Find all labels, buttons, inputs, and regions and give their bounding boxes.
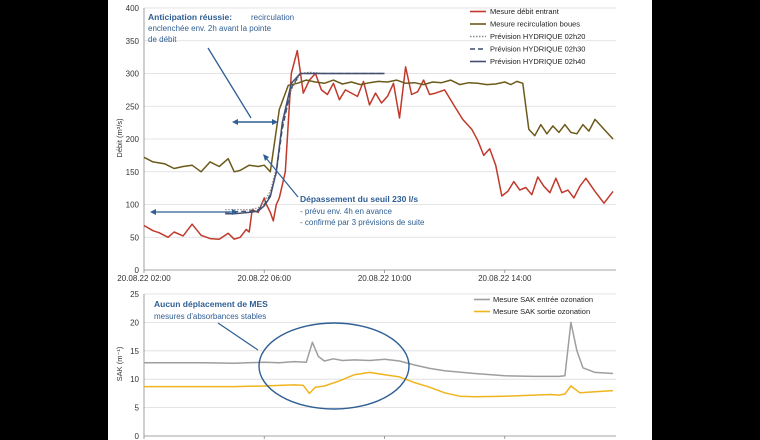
series-line-bot-1 xyxy=(144,371,614,398)
bottom-chart-y-axis-label: SAK (m⁻¹) xyxy=(115,346,124,381)
top-chart-y-ticks: 0 50 100 150 200 250 300 350 400 xyxy=(126,4,140,275)
series-line-top-3 xyxy=(225,72,385,213)
bot-y-tick-label: 20 xyxy=(130,318,139,327)
top-y-tick-label: 200 xyxy=(126,135,140,144)
series-line-top-0 xyxy=(143,49,614,240)
legend-label-bot-1: Mesure SAK sortie ozonation xyxy=(493,307,590,316)
series-line-top-4 xyxy=(225,72,385,215)
annotation-anticipation-title: Anticipation réussie: xyxy=(148,12,232,22)
annotation-mes-line1: mesures d'absorbances stables xyxy=(154,312,266,321)
top-x-tick-label: 20.08.22 06:00 xyxy=(238,274,292,283)
series-line-top-1 xyxy=(143,79,614,173)
top-chart-x-ticks: 20.08.22 02:00 20.08.22 06:00 20.08.22 10:… xyxy=(117,270,532,283)
bottom-chart-legend: Mesure SAK entrée ozonation Mesure SAK so… xyxy=(474,295,593,316)
annotation-anticipation-line3: de débit xyxy=(148,35,177,44)
series-line-bot-0 xyxy=(144,321,614,378)
series-line-top-2 xyxy=(225,71,385,211)
legend-label-top-3: Prévision HYDRIQUE 02h30 xyxy=(490,45,585,54)
top-x-tick-label: 20.08.22 14:00 xyxy=(478,274,532,283)
annotation-mes-ellipse xyxy=(258,322,410,410)
horizon-arrow-head-left xyxy=(150,209,156,215)
top-x-tick-label: 20.08.22 02:00 xyxy=(117,274,171,283)
annotation-depassement-line2: - confirmé par 3 prévisions de suite xyxy=(300,218,425,227)
bottom-chart-series xyxy=(144,321,614,398)
legend-label-top-0: Mesure débit entrant xyxy=(490,7,560,16)
top-y-tick-label: 150 xyxy=(126,168,140,177)
annotation-depassement-arrow-head xyxy=(263,154,269,161)
chart-panel: 0 50 100 150 200 250 300 350 400 20.08.22 02:00 2… xyxy=(108,0,652,440)
top-y-tick-label: 50 xyxy=(130,233,139,242)
legend-label-top-4: Prévision HYDRIQUE 02h40 xyxy=(490,57,585,66)
annotation-anticipation: Anticipation réussie: recirculation encl… xyxy=(148,12,294,125)
top-y-tick-label: 300 xyxy=(126,70,140,79)
anticipation-arrow-head-left xyxy=(232,119,238,125)
bot-y-tick-label: 0 xyxy=(135,432,140,440)
top-y-tick-label: 0 xyxy=(135,266,140,275)
top-x-tick-label: 20.08.22 10:00 xyxy=(358,274,412,283)
bot-y-tick-label: 10 xyxy=(130,375,139,384)
annotation-anticipation-line2: enclenchée env. 2h avant la pointe xyxy=(148,24,272,33)
bot-y-tick-label: 15 xyxy=(130,347,139,356)
top-y-tick-label: 400 xyxy=(126,4,140,13)
top-y-tick-label: 100 xyxy=(126,201,140,210)
legend-label-top-1: Mesure recirculation boues xyxy=(490,20,580,29)
legend-label-bot-0: Mesure SAK entrée ozonation xyxy=(493,295,593,304)
legend-label-top-2: Prévision HYDRIQUE 02h20 xyxy=(490,32,585,41)
annotation-depassement-title: Dépassement du seuil 230 l/s xyxy=(300,194,418,204)
annotation-depassement-line1: - prévu env. 4h en avance xyxy=(300,207,392,216)
annotation-mes: Aucun déplacement de MES mesures d'absor… xyxy=(154,299,410,410)
bot-y-tick-label: 25 xyxy=(130,290,139,299)
bot-y-tick-label: 5 xyxy=(135,404,140,413)
top-y-tick-label: 250 xyxy=(126,102,140,111)
annotation-depassement-pointer xyxy=(265,157,299,198)
annotation-mes-title: Aucun déplacement de MES xyxy=(154,299,268,309)
annotation-anticipation-pointer xyxy=(207,47,252,119)
annotation-anticipation-line1: recirculation xyxy=(251,13,294,22)
anticipation-arrow-head-right xyxy=(272,119,278,125)
annotation-mes-pointer xyxy=(217,322,259,351)
top-y-tick-label: 350 xyxy=(126,37,140,46)
bottom-chart-gridlines xyxy=(143,293,616,437)
horizon-arrow-head-right xyxy=(232,209,238,215)
top-chart-legend: Mesure débit entrant Mesure recirculation… xyxy=(470,7,585,66)
bottom-chart-y-ticks: 0 5 10 15 20 25 xyxy=(130,290,139,440)
top-chart-y-axis-label: Débit (m³/s) xyxy=(115,118,124,158)
top-chart-series xyxy=(143,49,614,240)
annotation-depassement: Dépassement du seuil 230 l/s - prévu env… xyxy=(150,154,425,227)
